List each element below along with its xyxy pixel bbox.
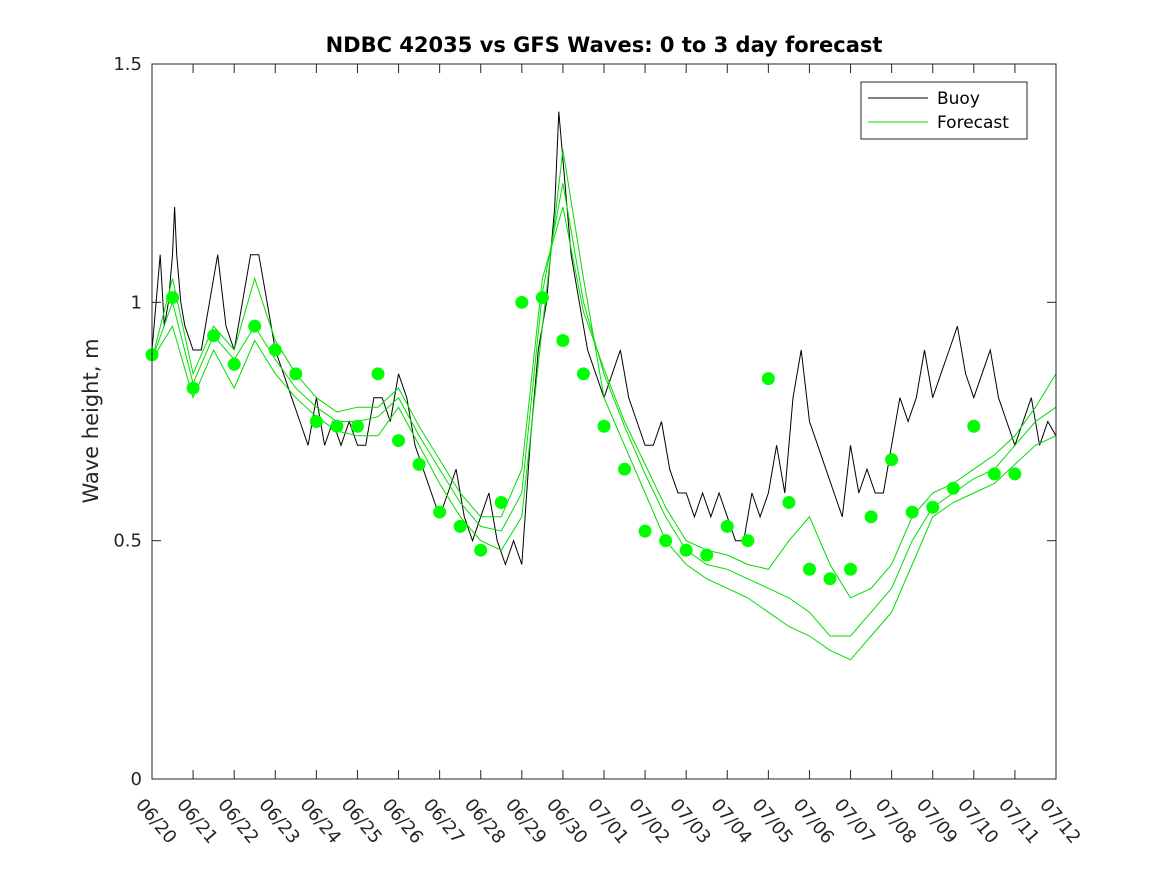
forecast-marker	[433, 505, 447, 519]
forecast-marker	[309, 415, 323, 428]
forecast-marker	[618, 462, 632, 476]
forecast-marker	[556, 333, 570, 347]
forecast-marker	[823, 572, 837, 586]
forecast-marker	[638, 524, 652, 538]
legend-label-buoy: Buoy	[937, 89, 980, 109]
y-axis-label: Wave height, m	[79, 338, 103, 503]
forecast-marker	[515, 295, 529, 309]
forecast-marker	[494, 496, 508, 510]
forecast-marker	[782, 496, 796, 510]
forecast-marker	[371, 367, 385, 381]
forecast-marker	[576, 367, 590, 381]
forecast-marker	[905, 505, 919, 519]
forecast-marker	[474, 543, 488, 557]
y-tick-label: 0.5	[113, 531, 142, 552]
legend: Buoy Forecast	[860, 81, 1028, 140]
forecast-marker	[412, 457, 426, 471]
series-layer	[145, 111, 1057, 661]
forecast-marker	[453, 519, 467, 533]
forecast-marker	[802, 562, 816, 576]
forecast-marker	[330, 419, 344, 433]
forecast-marker	[1008, 467, 1022, 481]
legend-box	[860, 81, 1028, 140]
forecast-marker	[946, 481, 960, 495]
forecast-marker	[248, 319, 262, 333]
buoy-line	[151, 111, 1057, 567]
forecast-marker	[350, 419, 364, 433]
forecast-line-3	[151, 206, 1057, 599]
forecast-marker	[166, 291, 180, 305]
forecast-line	[151, 183, 1057, 637]
forecast-marker	[207, 329, 221, 343]
chart-title: NDBC 42035 vs GFS Waves: 0 to 3 day fore…	[326, 33, 883, 57]
forecast-marker	[268, 343, 282, 357]
legend-label-forecast: Forecast	[937, 113, 1009, 133]
forecast-marker	[700, 548, 714, 562]
forecast-marker	[289, 367, 303, 381]
forecast-marker	[392, 434, 406, 448]
forecast-marker	[741, 534, 755, 548]
forecast-marker	[844, 562, 858, 576]
forecast-marker	[987, 467, 1001, 481]
forecast-marker	[720, 519, 734, 533]
forecast-marker	[761, 372, 775, 386]
forecast-marker	[864, 510, 878, 524]
forecast-marker	[885, 453, 899, 467]
forecast-marker	[535, 291, 549, 305]
forecast-marker	[679, 543, 693, 557]
forecast-marker	[227, 357, 241, 371]
forecast-marker	[186, 381, 200, 395]
y-tick-label: 1.5	[113, 54, 142, 75]
y-tick-label: 0	[131, 769, 142, 790]
forecast-line-2	[151, 149, 1057, 661]
forecast-marker	[967, 419, 981, 433]
forecast-marker	[659, 534, 673, 548]
forecast-marker	[597, 419, 611, 433]
y-tick-label: 1	[131, 292, 142, 313]
forecast-marker	[926, 500, 940, 514]
